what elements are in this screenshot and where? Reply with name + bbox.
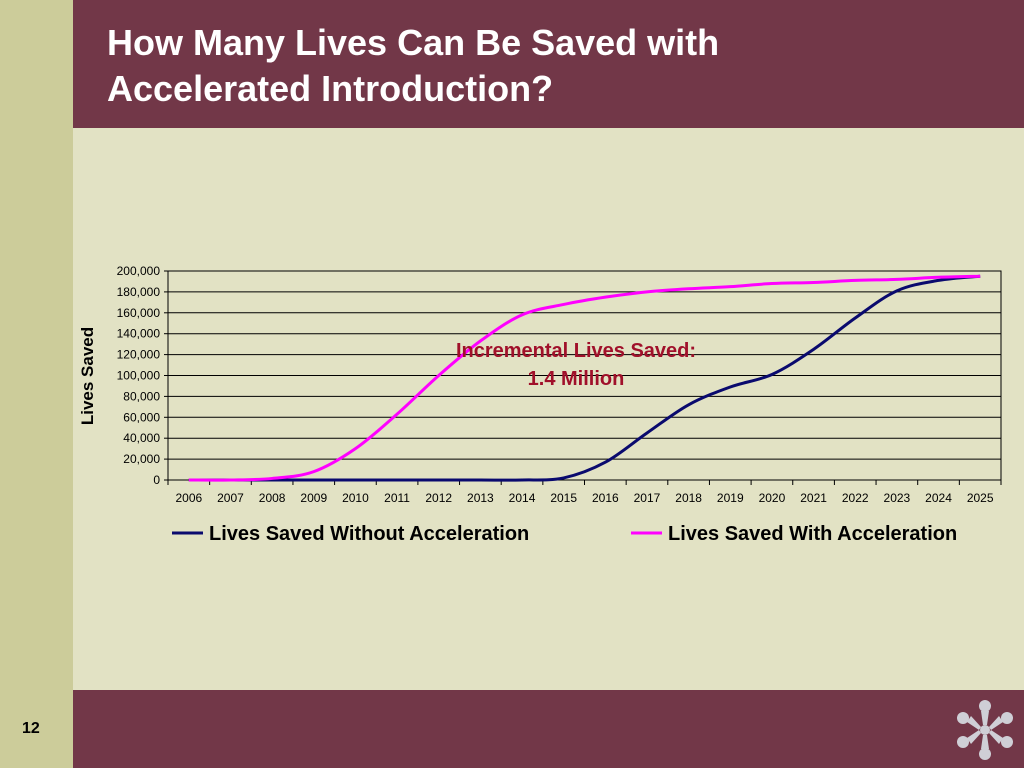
y-axis-ticks: 0 20,000 40,000 60,000 80,000 100,000 120,000 1… [117, 264, 161, 487]
x-tick-label: 2015 [550, 491, 577, 505]
x-tick-label: 2006 [175, 491, 202, 505]
slide-title-line-2: Accelerated Introduction? [107, 68, 554, 109]
series-line-with-acceleration [188, 274, 981, 482]
x-tick-label: 2022 [842, 491, 869, 505]
y-tick-label: 100,000 [117, 369, 161, 383]
x-tick-label: 2018 [675, 491, 702, 505]
x-tick-label: 2008 [259, 491, 286, 505]
series-line-without-acceleration [188, 274, 981, 482]
legend-label-with: Lives Saved With Acceleration [668, 523, 957, 545]
x-tick-label: 2014 [509, 491, 536, 505]
slide-title-line-1: How Many Lives Can Be Saved with [107, 22, 720, 63]
y-tick-label: 140,000 [117, 327, 161, 341]
chart-series [188, 274, 981, 482]
title-bar: How Many Lives Can Be Saved with Acceler… [73, 0, 1024, 128]
chart-legend: Lives Saved Without Acceleration Lives S… [172, 523, 957, 545]
y-tick-label: 120,000 [117, 348, 161, 362]
x-tick-label: 2019 [717, 491, 744, 505]
snowflake-people-logo-icon [957, 700, 1013, 760]
x-tick-label: 2007 [217, 491, 244, 505]
x-tick-label: 2025 [967, 491, 994, 505]
x-tick-label: 2012 [425, 491, 452, 505]
x-tick-label: 2016 [592, 491, 619, 505]
x-tick-label: 2011 [384, 491, 410, 505]
x-tick-label: 2009 [300, 491, 327, 505]
legend-label-without: Lives Saved Without Acceleration [209, 523, 529, 545]
y-tick-label: 60,000 [123, 410, 160, 424]
x-tick-label: 2021 [800, 491, 827, 505]
x-tick-label: 2013 [467, 491, 494, 505]
annotation-line-2: 1.4 Million [528, 368, 625, 390]
x-tick-label: 2017 [634, 491, 661, 505]
y-tick-label: 0 [153, 473, 160, 487]
y-tick-label: 20,000 [123, 452, 160, 466]
y-tick-label: 200,000 [117, 264, 161, 278]
page-number: 12 [22, 720, 40, 737]
annotation-line-1: Incremental Lives Saved: [456, 340, 696, 362]
y-tick-label: 40,000 [123, 431, 160, 445]
slide-title: How Many Lives Can Be Saved with Acceler… [107, 20, 967, 112]
x-tick-label: 2023 [884, 491, 911, 505]
x-tick-label: 2020 [759, 491, 786, 505]
y-axis-label: Lives Saved [78, 327, 97, 425]
x-axis-ticks: 2006 2007 2008 2009 2010 2011 2012 2013 2014 2015… [167, 480, 1002, 505]
y-tick-label: 80,000 [123, 389, 160, 403]
x-tick-label: 2024 [925, 491, 952, 505]
y-tick-label: 160,000 [117, 306, 161, 320]
y-tick-label: 180,000 [117, 285, 161, 299]
footer-bar [73, 690, 1024, 768]
left-accent-strip [0, 0, 73, 768]
x-tick-label: 2010 [342, 491, 369, 505]
